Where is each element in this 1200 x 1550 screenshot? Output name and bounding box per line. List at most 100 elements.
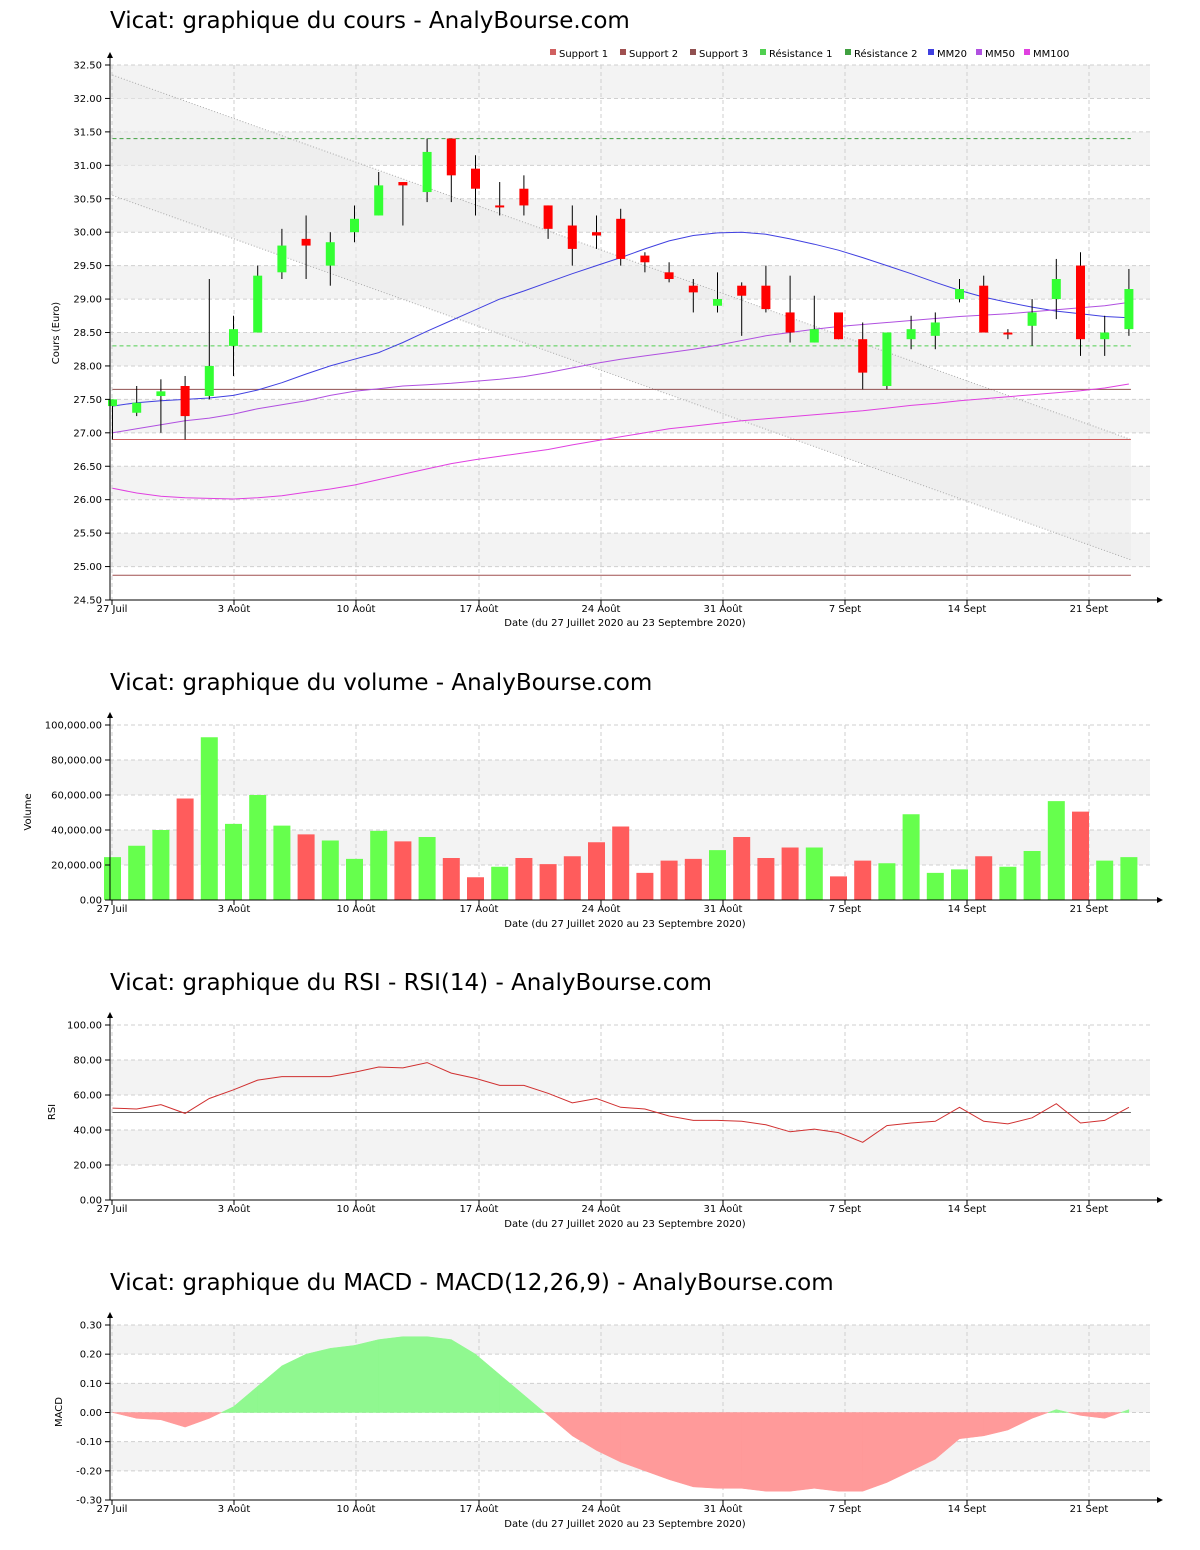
rsi-band xyxy=(110,1060,1150,1095)
macd-x-tick-label: 17 Août xyxy=(460,1503,499,1515)
candle-body xyxy=(761,285,771,310)
macd-x-axis-arrow xyxy=(1157,1497,1163,1503)
volume-bar xyxy=(225,823,242,900)
volume-bar xyxy=(1120,857,1138,900)
macd-segment xyxy=(838,1412,863,1492)
vol-x-tick-label: 7 Sept xyxy=(829,904,861,915)
rsi-axes: 0.00 20.00 40.00 60.00 80.00 100.00 27 Juil 3 A… xyxy=(67,1012,1163,1215)
macd-segment xyxy=(1056,1409,1069,1413)
price-y-tick-label: 30.00 xyxy=(73,228,102,239)
rsi-y-tick-label: 100.00 xyxy=(67,1021,102,1032)
rsi-x-tick-label: 7 Sept xyxy=(829,1204,861,1215)
macd-segment xyxy=(644,1412,670,1480)
vol-y-tick-label: 60,000.00 xyxy=(51,791,102,802)
candle-body xyxy=(785,312,795,333)
volume-bar xyxy=(733,837,751,900)
candle-body xyxy=(858,339,868,373)
candle-body xyxy=(422,151,432,193)
price-y-tick-label: 27.00 xyxy=(73,428,102,439)
candle-body xyxy=(1003,332,1013,335)
volume-bar xyxy=(176,798,194,900)
legend-label-0: Support 1 xyxy=(559,49,608,60)
price-x-tick-label: 24 Août xyxy=(582,603,621,615)
macd-y-tick-label: 0.20 xyxy=(80,1350,102,1361)
macd-x-tick-label: 27 Juil xyxy=(97,1504,128,1515)
rsi-x-tick-label: 3 Août xyxy=(218,1203,251,1215)
macd-segment xyxy=(886,1412,912,1483)
price-x-tick-label: 7 Sept xyxy=(829,604,861,615)
macd-segment xyxy=(959,1412,984,1440)
candle-body xyxy=(204,365,214,397)
macd-x-axis-label: Date (du 27 Juillet 2020 au 23 Septembre… xyxy=(504,1519,745,1530)
candle-body xyxy=(1051,279,1061,300)
price-y-axis-label: Cours (Euro) xyxy=(51,302,62,365)
macd-x-tick-label: 31 Août xyxy=(704,1503,743,1515)
rsi-x-tick-label: 24 Août xyxy=(582,1203,621,1215)
macd-y-tick-label: 0.10 xyxy=(80,1379,102,1390)
price-axes: 24.50 25.00 25.50 26.00 26.50 27.00 27.50 28.00… xyxy=(73,52,1163,615)
macd-x-tick-label: 10 Août xyxy=(337,1503,376,1515)
rsi-x-axis-label: Date (du 27 Juillet 2020 au 23 Septembre… xyxy=(504,1219,745,1230)
price-candles xyxy=(108,138,1134,440)
price-legend: Support 1 Support 2 Support 3 Résistance 1 R… xyxy=(550,48,1069,60)
candle-body xyxy=(301,238,311,246)
macd-segment xyxy=(112,1412,137,1419)
candle-body xyxy=(495,205,505,208)
rsi-y-tick-label: 0.00 xyxy=(80,1196,102,1207)
price-y-tick-label: 31.00 xyxy=(73,161,102,172)
candle-body xyxy=(906,329,916,340)
macd-segment xyxy=(1080,1412,1105,1419)
candle-body xyxy=(471,168,480,189)
volume-x-axis-label: Date (du 27 Juillet 2020 au 23 Septembre… xyxy=(504,919,745,930)
legend-swatch-6 xyxy=(976,49,982,55)
candle-body xyxy=(737,285,747,296)
macd-segment xyxy=(209,1412,222,1419)
candle-body xyxy=(1076,265,1085,340)
volume-bar xyxy=(999,866,1017,900)
candle-body xyxy=(567,225,577,249)
price-x-axis-arrow xyxy=(1157,597,1163,603)
price-x-tick-label: 14 Sept xyxy=(948,604,987,615)
macd-segment xyxy=(184,1412,210,1428)
price-y-tick-label: 31.50 xyxy=(73,127,102,138)
macd-segment xyxy=(499,1374,525,1413)
volume-bar xyxy=(902,814,920,900)
candle-body xyxy=(713,299,722,306)
volume-bar xyxy=(467,877,484,900)
vol-y-axis-arrow xyxy=(107,712,113,718)
volume-bar xyxy=(709,850,726,900)
candle-body xyxy=(229,329,238,346)
volume-bar xyxy=(781,847,799,900)
macd-segment xyxy=(765,1412,791,1492)
price-x-tick-label: 27 Juil xyxy=(97,604,128,615)
vol-x-tick-label: 10 Août xyxy=(337,903,376,915)
macd-segment xyxy=(475,1353,500,1413)
macd-x-tick-label: 21 Sept xyxy=(1070,1504,1109,1515)
rsi-x-tick-label: 14 Sept xyxy=(948,1204,987,1215)
volume-bar xyxy=(394,841,412,900)
mm50-line xyxy=(112,301,1129,434)
volume-bar xyxy=(636,872,654,900)
macd-segment xyxy=(402,1336,428,1413)
volume-bar xyxy=(684,858,702,900)
price-y-tick-label: 24.50 xyxy=(73,596,102,607)
vol-band xyxy=(110,760,1150,795)
vol-x-tick-label: 17 Août xyxy=(460,903,499,915)
price-y-tick-label: 28.50 xyxy=(73,328,102,339)
macd-segment xyxy=(1031,1412,1049,1419)
macd-segment xyxy=(741,1412,767,1492)
volume-bar xyxy=(660,860,678,900)
candle-body xyxy=(156,391,166,397)
price-x-tick-label: 21 Sept xyxy=(1070,604,1109,615)
volume-bar xyxy=(612,826,630,900)
rsi-x-axis-arrow xyxy=(1157,1197,1163,1203)
channel-fill xyxy=(112,75,1131,560)
volume-bar xyxy=(975,856,993,900)
volume-bar xyxy=(1023,851,1041,900)
rsi-series-line xyxy=(112,1062,1130,1143)
volume-axes: 0.00 20,000.00 40,000.00 60,000.00 80,000.00… xyxy=(45,712,1163,915)
candle-body xyxy=(809,329,819,343)
candle-body xyxy=(253,275,263,333)
macd-segment xyxy=(426,1336,452,1413)
price-band xyxy=(110,65,1150,99)
